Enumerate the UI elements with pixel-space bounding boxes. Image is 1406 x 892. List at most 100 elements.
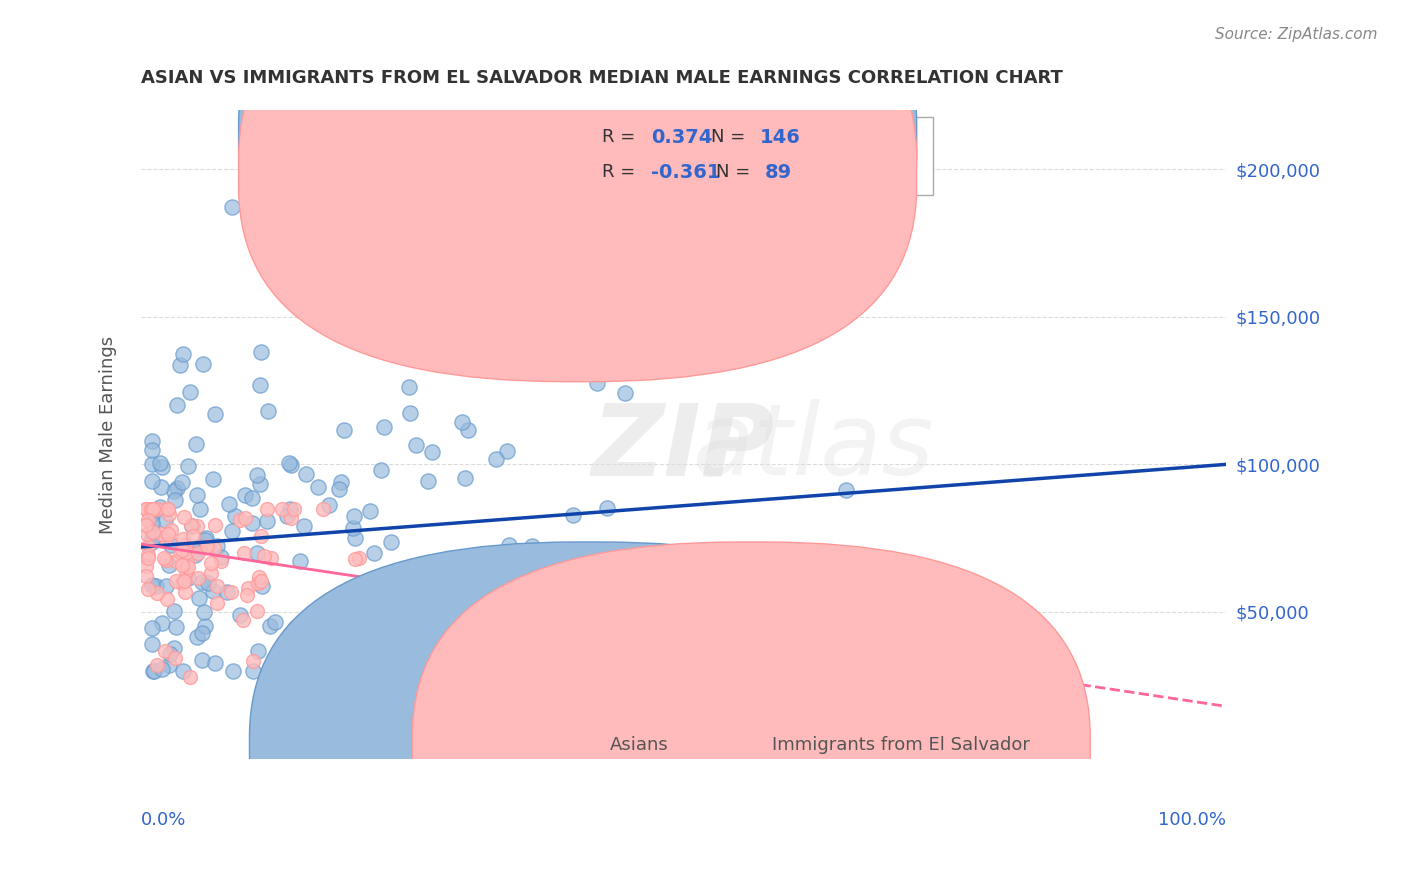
Point [188, 539, 211, 553]
Point [163, 604, 186, 618]
Point [172, 575, 194, 590]
Point [152, 551, 174, 566]
Point [295, 626, 318, 640]
Point [136, 513, 159, 527]
Point [318, 498, 340, 512]
Point [186, 542, 208, 557]
Point [307, 480, 329, 494]
Point [278, 501, 301, 516]
Point [169, 359, 191, 373]
Point [249, 476, 271, 491]
Point [374, 583, 396, 598]
Point [420, 445, 443, 459]
Point [247, 644, 270, 658]
Point [173, 574, 195, 588]
Point [176, 572, 198, 586]
Point [141, 474, 163, 488]
Point [405, 437, 427, 451]
Point [233, 488, 256, 502]
Point [157, 658, 180, 673]
Point [172, 346, 194, 360]
Point [186, 519, 208, 533]
Point [174, 565, 197, 579]
Point [699, 334, 721, 349]
Point [163, 493, 186, 508]
Point [246, 545, 269, 559]
Point [142, 501, 165, 516]
Point [163, 651, 186, 665]
Point [363, 546, 385, 560]
Point [188, 501, 211, 516]
Point [190, 653, 212, 667]
Point [250, 579, 273, 593]
Point [173, 585, 195, 599]
Point [229, 608, 252, 623]
Point [146, 658, 169, 673]
Point [613, 386, 636, 401]
Point [180, 517, 202, 532]
Point [193, 357, 215, 371]
Point [156, 527, 179, 541]
Y-axis label: Median Male Earnings: Median Male Earnings [100, 335, 117, 534]
Point [280, 511, 302, 525]
Point [586, 376, 609, 390]
FancyBboxPatch shape [249, 542, 928, 892]
Point [207, 596, 229, 610]
Point [416, 474, 439, 488]
Point [141, 637, 163, 651]
Point [399, 619, 422, 633]
Point [204, 657, 226, 671]
Point [145, 585, 167, 599]
Point [246, 604, 269, 618]
Point [464, 583, 486, 598]
Text: Asians: Asians [610, 736, 668, 754]
Text: 100.0%: 100.0% [1159, 812, 1226, 830]
Point [398, 380, 420, 394]
Text: ZIP: ZIP [592, 400, 775, 496]
Point [215, 585, 238, 599]
Point [562, 508, 585, 523]
Point [240, 516, 263, 530]
FancyBboxPatch shape [553, 117, 934, 194]
Point [700, 560, 723, 574]
Point [135, 568, 157, 582]
Point [544, 302, 567, 317]
Point [710, 353, 733, 368]
Point [370, 583, 392, 598]
Point [207, 539, 229, 553]
Point [184, 436, 207, 450]
Point [394, 262, 416, 277]
Point [520, 539, 543, 553]
Point [354, 580, 377, 594]
Point [333, 423, 356, 437]
Point [188, 591, 211, 605]
Point [141, 442, 163, 457]
Text: Source: ZipAtlas.com: Source: ZipAtlas.com [1215, 27, 1378, 42]
Point [233, 511, 256, 525]
Point [329, 475, 352, 490]
Point [221, 524, 243, 539]
Point [172, 664, 194, 678]
Point [370, 463, 392, 477]
Point [288, 554, 311, 568]
Point [250, 529, 273, 543]
Point [150, 662, 173, 676]
Point [195, 539, 218, 553]
Point [292, 519, 315, 533]
Point [606, 658, 628, 673]
Point [283, 501, 305, 516]
Point [256, 514, 278, 528]
Point [136, 582, 159, 597]
Point [155, 532, 177, 546]
Point [166, 574, 188, 588]
Point [359, 503, 381, 517]
Point [278, 456, 301, 470]
Point [141, 516, 163, 531]
Point [342, 633, 364, 648]
Point [294, 467, 316, 482]
Point [150, 526, 173, 541]
Point [229, 513, 252, 527]
Point [177, 458, 200, 473]
Text: 146: 146 [759, 128, 800, 146]
Point [135, 517, 157, 532]
